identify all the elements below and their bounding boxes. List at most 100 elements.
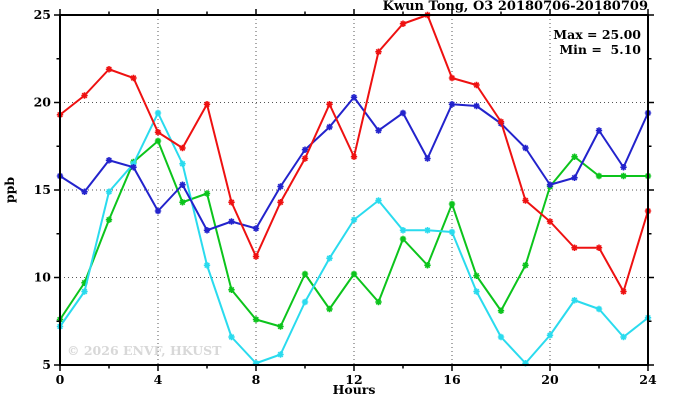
cyan-marker bbox=[130, 160, 137, 167]
cyan-marker bbox=[399, 227, 407, 234]
cyan-marker bbox=[620, 333, 627, 341]
x-tick-label: 16 bbox=[443, 372, 461, 387]
red-marker bbox=[228, 199, 235, 206]
chart-title: Kwun Tong, O3 20180706-20180709 bbox=[383, 0, 648, 14]
y-tick-label: 20 bbox=[34, 95, 52, 110]
green-marker bbox=[448, 200, 456, 208]
x-tick-label: 20 bbox=[541, 372, 559, 387]
cyan-marker bbox=[424, 227, 431, 234]
red-marker bbox=[154, 129, 162, 136]
green-marker bbox=[424, 262, 431, 269]
cyan-marker bbox=[154, 109, 162, 117]
y-tick-label: 15 bbox=[34, 182, 51, 197]
red-marker bbox=[301, 155, 309, 162]
blue-marker bbox=[350, 94, 358, 101]
blue-marker bbox=[571, 174, 578, 181]
green-marker bbox=[252, 316, 260, 323]
blue-marker bbox=[277, 183, 284, 190]
cyan-marker bbox=[497, 333, 505, 341]
blue-marker bbox=[179, 181, 186, 188]
blue-marker bbox=[154, 207, 162, 215]
cyan-marker bbox=[81, 288, 88, 295]
red-marker bbox=[81, 92, 88, 99]
green-marker bbox=[571, 153, 578, 160]
red-marker bbox=[620, 288, 627, 295]
red-marker bbox=[203, 101, 211, 108]
cyan-marker bbox=[252, 360, 260, 367]
blue-marker bbox=[203, 227, 211, 234]
tick-label-layer: 0 4 8 12 16 20 24 5 10 15 20 25 bbox=[34, 7, 657, 387]
green-marker bbox=[301, 270, 309, 278]
blue-marker bbox=[399, 109, 407, 117]
watermark: © 2026 ENVF, HKUST bbox=[67, 343, 222, 358]
red-marker bbox=[546, 218, 554, 225]
green-marker bbox=[154, 137, 162, 145]
cyan-marker bbox=[595, 305, 603, 313]
red-marker bbox=[326, 101, 333, 108]
cyan-marker bbox=[179, 160, 186, 167]
red-marker bbox=[350, 153, 358, 160]
green-marker bbox=[522, 262, 529, 269]
series-blue-markers bbox=[56, 94, 652, 234]
blue-marker bbox=[522, 144, 529, 152]
cyan-marker bbox=[301, 298, 309, 306]
red-marker bbox=[473, 81, 480, 89]
green-marker bbox=[497, 307, 505, 314]
y-tick-label: 25 bbox=[34, 7, 51, 22]
cyan-marker bbox=[203, 262, 211, 269]
blue-marker bbox=[81, 188, 88, 195]
red-marker bbox=[375, 48, 382, 55]
x-tick-label: 12 bbox=[345, 372, 362, 387]
cyan-marker bbox=[473, 288, 480, 295]
blue-marker bbox=[105, 157, 113, 164]
cyan-marker bbox=[277, 351, 284, 358]
red-marker bbox=[571, 244, 578, 251]
green-marker bbox=[375, 298, 382, 306]
cyan-marker bbox=[375, 197, 382, 204]
green-marker bbox=[277, 323, 284, 330]
min-annotation: Min = 5.10 bbox=[559, 42, 641, 57]
red-marker bbox=[448, 74, 456, 82]
green-marker bbox=[228, 286, 235, 293]
x-tick-label: 24 bbox=[639, 372, 657, 387]
max-annotation: Max = 25.00 bbox=[553, 27, 641, 42]
series-green-line bbox=[59, 140, 648, 328]
blue-marker bbox=[301, 146, 309, 153]
x-tick-label: 8 bbox=[252, 372, 261, 387]
axis-frame-layer bbox=[54, 9, 654, 371]
cyan-marker bbox=[228, 333, 235, 341]
blue-marker bbox=[228, 218, 235, 225]
green-marker bbox=[105, 216, 113, 223]
y-tick-label: 5 bbox=[42, 357, 51, 372]
cyan-marker bbox=[350, 216, 358, 223]
green-marker bbox=[620, 172, 627, 180]
x-axis-label: Hours bbox=[333, 382, 376, 397]
red-marker bbox=[277, 199, 284, 206]
red-marker bbox=[595, 244, 603, 251]
cyan-marker bbox=[448, 228, 456, 236]
green-marker bbox=[350, 270, 358, 278]
cyan-marker bbox=[546, 332, 554, 339]
red-marker bbox=[522, 197, 529, 204]
blue-marker bbox=[546, 181, 554, 188]
cyan-marker bbox=[571, 297, 578, 304]
blue-marker bbox=[252, 225, 260, 232]
red-marker bbox=[252, 253, 260, 260]
cyan-marker bbox=[326, 255, 333, 262]
x-tick-label: 4 bbox=[154, 372, 163, 387]
blue-marker bbox=[595, 127, 603, 134]
green-marker bbox=[473, 272, 480, 279]
cyan-marker bbox=[105, 188, 113, 195]
blue-marker bbox=[130, 164, 137, 171]
red-marker bbox=[399, 20, 407, 27]
blue-marker bbox=[620, 164, 627, 171]
green-marker bbox=[179, 199, 186, 206]
y-axis-label: ppb bbox=[2, 177, 17, 203]
green-marker bbox=[595, 172, 603, 180]
green-marker bbox=[203, 190, 211, 197]
green-marker bbox=[326, 305, 333, 313]
series-layer bbox=[56, 11, 652, 367]
blue-marker bbox=[448, 101, 456, 108]
